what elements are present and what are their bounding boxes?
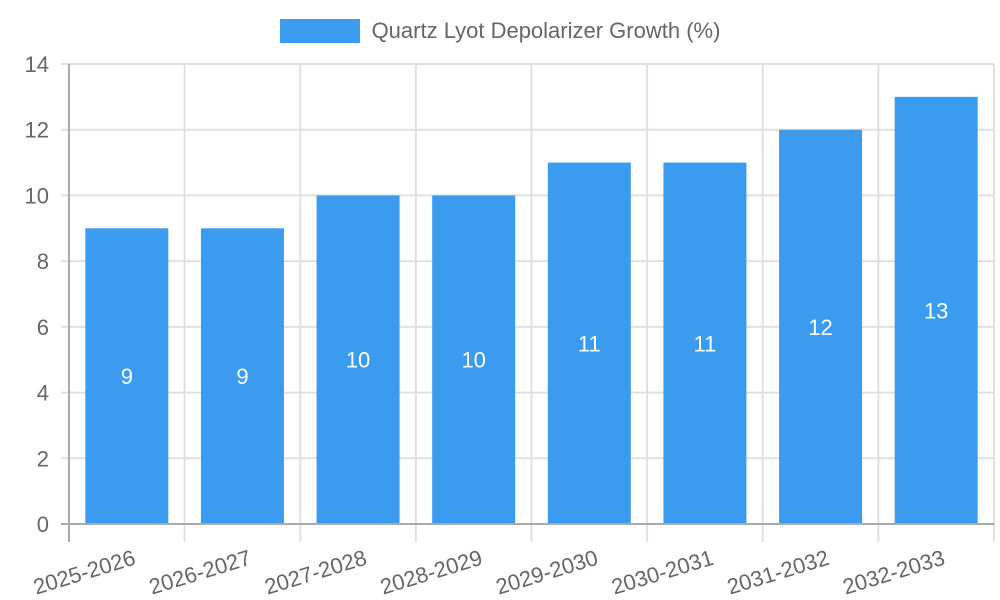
x-tick-label: 2025-2026 xyxy=(30,545,138,600)
bar-value-label: 9 xyxy=(236,364,248,389)
x-tick-label: 2031-2032 xyxy=(724,545,832,600)
y-tick-label: 14 xyxy=(25,52,49,77)
bar xyxy=(779,129,863,524)
y-tick-label: 6 xyxy=(37,315,49,340)
bar-value-label: 10 xyxy=(461,348,485,373)
bar xyxy=(547,162,631,525)
y-tick-label: 12 xyxy=(25,118,49,143)
x-tick-label: 2030-2031 xyxy=(608,545,716,600)
bar xyxy=(316,195,400,524)
y-tick-label: 0 xyxy=(37,512,49,537)
bar-value-label: 11 xyxy=(694,331,717,356)
bar-value-label: 10 xyxy=(346,348,370,373)
bar xyxy=(432,195,516,524)
bar xyxy=(663,162,747,525)
x-tick-label: 2027-2028 xyxy=(262,545,370,600)
y-tick-label: 4 xyxy=(37,381,49,406)
bar-value-label: 13 xyxy=(924,298,948,323)
y-tick-label: 10 xyxy=(25,183,49,208)
x-tick-label: 2028-2029 xyxy=(377,545,485,600)
chart-legend[interactable]: Quartz Lyot Depolarizer Growth (%) xyxy=(0,18,1000,44)
y-tick-label: 2 xyxy=(37,446,49,471)
legend-label: Quartz Lyot Depolarizer Growth (%) xyxy=(371,18,721,43)
x-tick-label: 2029-2030 xyxy=(493,545,601,600)
legend-swatch xyxy=(279,19,360,43)
bar-value-label: 9 xyxy=(121,364,133,389)
bar xyxy=(85,228,169,525)
bar xyxy=(200,228,284,525)
y-tick-label: 8 xyxy=(37,249,49,274)
bar xyxy=(894,96,978,524)
x-tick-label: 2026-2027 xyxy=(146,545,254,600)
bar-value-label: 12 xyxy=(808,315,832,340)
x-tick-label: 2032-2033 xyxy=(840,545,948,600)
bar-value-label: 11 xyxy=(578,331,601,356)
